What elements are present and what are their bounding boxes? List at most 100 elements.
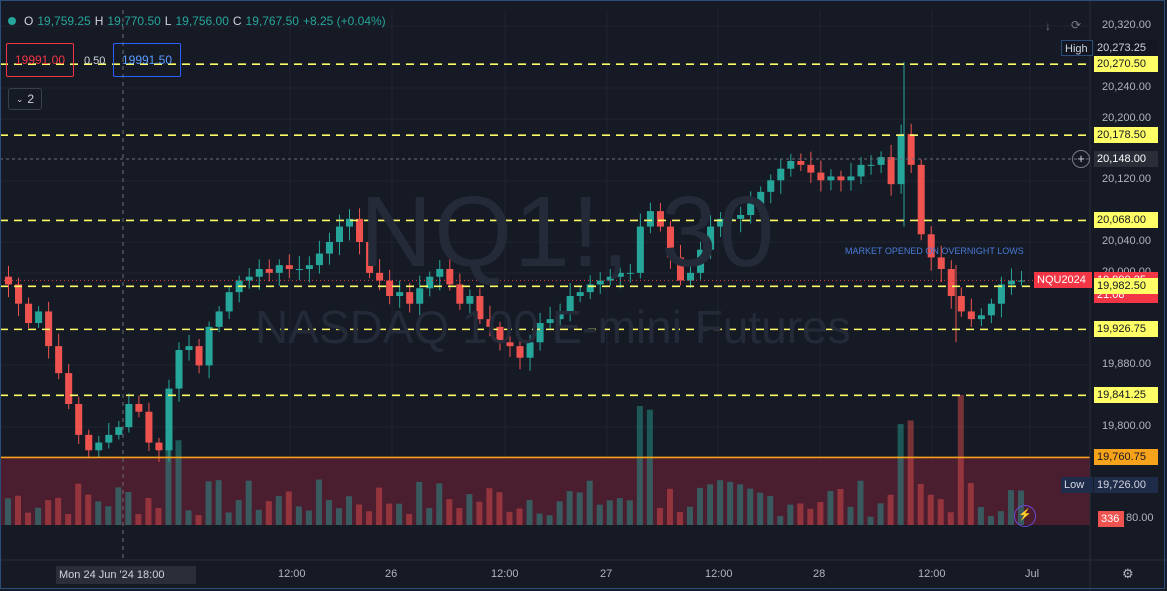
change-value: +8.25 (+0.04%) — [302, 14, 386, 28]
volume-bar — [707, 484, 714, 525]
volume-bar — [105, 506, 112, 525]
volume-bar — [245, 480, 252, 525]
candle-body — [416, 288, 424, 304]
volume-bar — [867, 516, 874, 525]
volume-bar — [606, 500, 613, 525]
volume-bar — [406, 513, 413, 525]
candle-body — [436, 269, 444, 277]
volume-bar — [386, 503, 393, 525]
candle-body — [817, 172, 825, 181]
volume-bar — [265, 501, 272, 525]
candle-body — [606, 276, 614, 281]
candle-body — [215, 311, 223, 327]
refresh-icon[interactable]: ⟳ — [1071, 18, 1082, 32]
candle-body — [225, 292, 233, 312]
y-tick-label: 20,320.00 — [1102, 19, 1151, 31]
volume-bar — [717, 480, 724, 525]
candle-body — [406, 292, 414, 304]
volume-bar — [727, 481, 734, 525]
volume-bar — [817, 502, 824, 525]
volume-bar — [416, 481, 423, 525]
volume-bar — [1007, 490, 1014, 525]
candle-body — [325, 242, 333, 254]
high-label: H — [94, 14, 104, 28]
volume-bar — [957, 395, 964, 525]
gear-icon[interactable]: ⚙ — [1122, 566, 1134, 581]
volume-bar — [747, 488, 754, 525]
candle-body — [907, 134, 915, 165]
volume-bar — [25, 512, 32, 525]
candle-body — [456, 284, 464, 304]
volume-bar — [185, 510, 192, 525]
volume-bar — [526, 499, 533, 525]
candle-body — [697, 249, 705, 273]
sell-button[interactable]: 19991.00 — [6, 43, 74, 77]
volume-bar — [827, 490, 834, 525]
volume-bar — [656, 508, 663, 525]
candle-body — [797, 161, 805, 165]
volume-bar — [616, 498, 623, 525]
lightning-icon[interactable]: ⚡ — [1014, 505, 1036, 527]
volume-bar — [35, 507, 42, 525]
candle-body — [25, 303, 33, 323]
candle-body — [386, 280, 394, 296]
volume-bar — [346, 496, 353, 525]
volume-bar — [737, 484, 744, 525]
spread-value: 0.50 — [84, 55, 106, 67]
candle-body — [195, 346, 203, 366]
arrow-down-icon[interactable]: ↓ — [1045, 19, 1051, 33]
candle-body — [275, 265, 283, 273]
volume-bar — [285, 491, 292, 525]
candle-body — [636, 226, 644, 273]
candle-body — [1017, 280, 1025, 282]
candle-body — [346, 218, 354, 227]
candle-body — [75, 404, 83, 435]
volume-bar — [305, 510, 312, 525]
candle-body — [576, 292, 584, 296]
volume-bar — [897, 424, 904, 525]
volume-bar — [576, 492, 583, 525]
candle-body — [707, 226, 715, 250]
candle-body — [967, 311, 975, 320]
candle-body — [145, 411, 153, 443]
candle-body — [105, 434, 113, 443]
candle-body — [887, 157, 895, 185]
candle-body — [727, 218, 735, 220]
volume-bar — [797, 503, 804, 525]
candle-body — [666, 226, 674, 258]
candle-body — [747, 203, 755, 215]
watermark-symbol: NQ1!, 30 — [360, 176, 777, 288]
candle-body — [807, 164, 815, 173]
ohlc-legend: O 19,759.25 H 19,770.50 L 19,756.00 C 19,767… — [8, 14, 386, 28]
volume-bar — [676, 511, 683, 525]
volume-bar — [275, 496, 282, 525]
y-tick-label: 20,040.00 — [1102, 235, 1151, 247]
candle-body — [135, 404, 143, 412]
volume-bar — [75, 483, 82, 525]
candle-body — [466, 296, 474, 304]
volume-bar — [315, 479, 322, 525]
x-tick-label: 27 — [600, 568, 613, 580]
volume-bar — [987, 516, 994, 525]
level-price-tag: 20,270.50 — [1094, 56, 1158, 73]
watermark-name: NASDAQ 100 E-mini Futures — [255, 301, 851, 353]
x-tick-label: 26 — [385, 568, 398, 580]
candle-body — [506, 342, 514, 347]
volume-bar — [947, 512, 954, 525]
candle-body — [957, 296, 965, 312]
x-tick-label: 12:00 — [491, 568, 519, 580]
volume-bar — [777, 516, 784, 525]
candle-body — [376, 272, 384, 281]
candle-body — [947, 269, 955, 296]
open-value: 19,759.25 — [37, 14, 91, 28]
chart-annotation: MARKET OPENED ON OVERNIGHT LOWS — [845, 246, 1024, 256]
indicators-toggle-button[interactable]: ⌄ 2 — [8, 88, 42, 110]
add-plus-icon[interactable]: + — [1072, 150, 1090, 168]
low-tag-value: 19,726.00 — [1094, 477, 1158, 493]
buy-button[interactable]: 19991.50 — [113, 43, 181, 77]
candle-body — [626, 272, 634, 274]
candle-body — [305, 265, 313, 269]
candle-body — [867, 164, 875, 166]
candle-body — [65, 373, 73, 404]
